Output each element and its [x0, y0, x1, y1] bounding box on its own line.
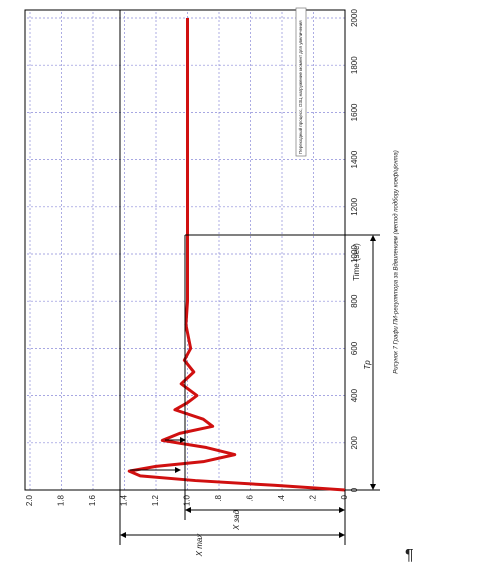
x-tick-label: 200	[350, 436, 359, 450]
y-tick-label: 1.2	[151, 494, 160, 506]
y-tick-label: .4	[277, 494, 286, 501]
legend-text: Переходный процесс, ОЗЦ нагружение момен…	[297, 20, 303, 154]
y-tick-label: 1.8	[57, 494, 66, 506]
x-tick-label: 1600	[350, 103, 359, 121]
legend-box	[295, 7, 307, 157]
tp-label: Tp	[363, 360, 372, 370]
y-tick-label: 2.0	[25, 494, 34, 506]
y-tick-label: 1.0	[183, 494, 192, 506]
y-tick-label: 1.6	[88, 494, 97, 506]
caption: Рисунок 7 Графи ПИ-регулятора за Вдвипен…	[394, 150, 400, 374]
x-tick-label: 1200	[350, 197, 359, 215]
plot-area: 02004006008001000120014001600180020000.2…	[24, 9, 359, 506]
x-tick-label: 1800	[350, 56, 359, 74]
x-tick-label: 800	[350, 294, 359, 308]
x-tick-label: 2000	[350, 9, 359, 27]
x-axis-label: Time (sec)	[352, 243, 361, 281]
line	[127, 18, 346, 492]
y-tick-label: .2	[309, 494, 318, 501]
x-tick-label: 600	[350, 341, 359, 355]
y-tick-label: .8	[214, 494, 223, 501]
y-tick-label: 1.4	[120, 494, 129, 506]
xset-label: X зад	[232, 509, 241, 531]
x-tick-label: 1000	[350, 245, 359, 263]
pilcrow: ¶	[405, 547, 414, 564]
x-tick-label: 400	[350, 388, 359, 402]
y-tick-label: .6	[246, 494, 255, 501]
x-tick-label: 1400	[350, 150, 359, 168]
xmax-label: X max	[195, 533, 204, 558]
